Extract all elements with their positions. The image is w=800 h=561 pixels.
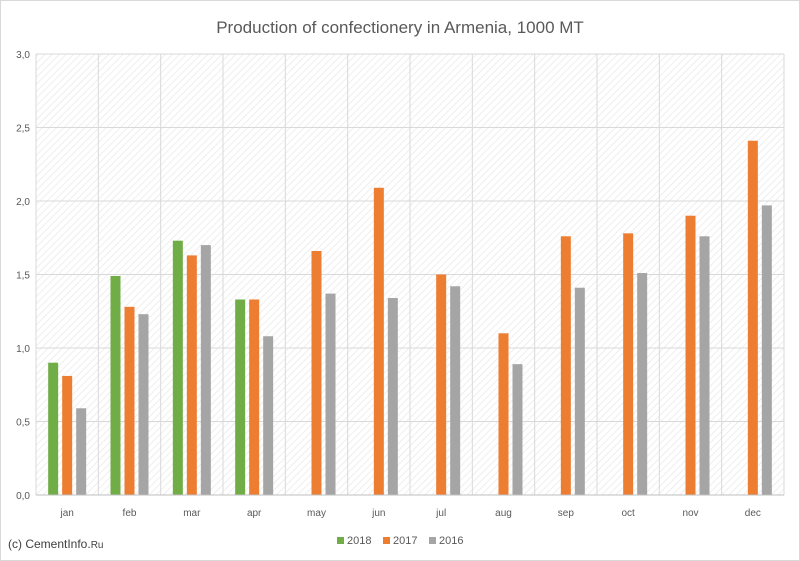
copyright-suffix: Ru [90, 540, 104, 551]
bar-2016-jun [387, 298, 398, 495]
x-tick-label-jan: jan [59, 508, 73, 519]
bar-2017-nov [685, 215, 696, 495]
gridlines [35, 53, 785, 495]
x-tick-label-sep: sep [558, 508, 575, 519]
copyright-prefix: (c) CementInfo. [8, 537, 91, 551]
bar-2018-jan [48, 362, 59, 495]
bar-2016-dec [761, 205, 772, 495]
legend-label-2018: 2018 [347, 535, 371, 547]
legend-label-2017: 2017 [393, 535, 417, 547]
bar-2017-jul [436, 274, 447, 495]
x-tick-label-aug: aug [495, 508, 512, 519]
bar-2018-feb [110, 275, 121, 495]
legend-swatch-2018 [337, 537, 344, 544]
bar-2016-nov [699, 236, 710, 495]
bar-2016-aug [512, 364, 523, 495]
bar-2017-jun [373, 187, 384, 495]
copyright-text: (c) CementInfo.Ru [8, 537, 104, 551]
bar-2017-jan [62, 375, 73, 495]
bar-2016-jul [450, 286, 461, 495]
chart-title: Production of confectionery in Armenia, … [216, 18, 584, 37]
y-tick-label: 0,0 [16, 491, 30, 502]
bar-2017-feb [124, 306, 135, 495]
bar-2017-aug [498, 333, 509, 495]
bar-2016-jan [76, 408, 87, 495]
bar-2016-may [325, 293, 336, 495]
y-tick-label: 2,5 [16, 124, 30, 135]
x-tick-label-nov: nov [682, 508, 698, 519]
x-tick-label-jul: jul [435, 508, 446, 519]
x-tick-label-apr: apr [247, 508, 262, 519]
y-tick-label: 0,5 [16, 418, 30, 429]
bars [48, 140, 772, 496]
y-axis-ticks: 0,0 0,5 1,0 1,5 2,0 2,5 3,0 [16, 50, 30, 502]
legend-swatch-2016 [429, 537, 436, 544]
x-tick-label-may: may [307, 508, 326, 519]
y-tick-label: 1,0 [16, 344, 30, 355]
y-tick-label: 3,0 [16, 50, 30, 61]
bar-2017-dec [747, 140, 758, 496]
bar-2016-mar [200, 245, 211, 495]
legend-swatch-2017 [383, 537, 390, 544]
bar-2017-sep [560, 236, 571, 495]
bar-2018-mar [172, 240, 183, 495]
bar-2016-feb [138, 314, 149, 495]
bar-2016-apr [263, 336, 274, 495]
y-tick-label: 2,0 [16, 197, 30, 208]
x-tick-label-mar: mar [183, 508, 201, 519]
bar-2017-oct [623, 233, 634, 495]
bar-2017-mar [186, 255, 197, 495]
y-tick-label: 1,5 [16, 271, 30, 282]
x-tick-label-oct: oct [621, 508, 635, 519]
x-tick-label-jun: jun [371, 508, 385, 519]
bar-2016-sep [574, 287, 585, 495]
bar-2017-apr [249, 299, 260, 495]
x-tick-label-dec: dec [745, 508, 761, 519]
x-tick-label-feb: feb [123, 508, 137, 519]
bar-2017-may [311, 250, 322, 495]
x-axis-ticks: jan feb mar apr may jun jul aug sep oct nov dec [59, 508, 760, 519]
legend-label-2016: 2016 [439, 535, 463, 547]
bar-2018-apr [235, 299, 246, 495]
legend: 2018 2017 2016 [337, 535, 463, 547]
bar-2016-oct [637, 273, 648, 495]
